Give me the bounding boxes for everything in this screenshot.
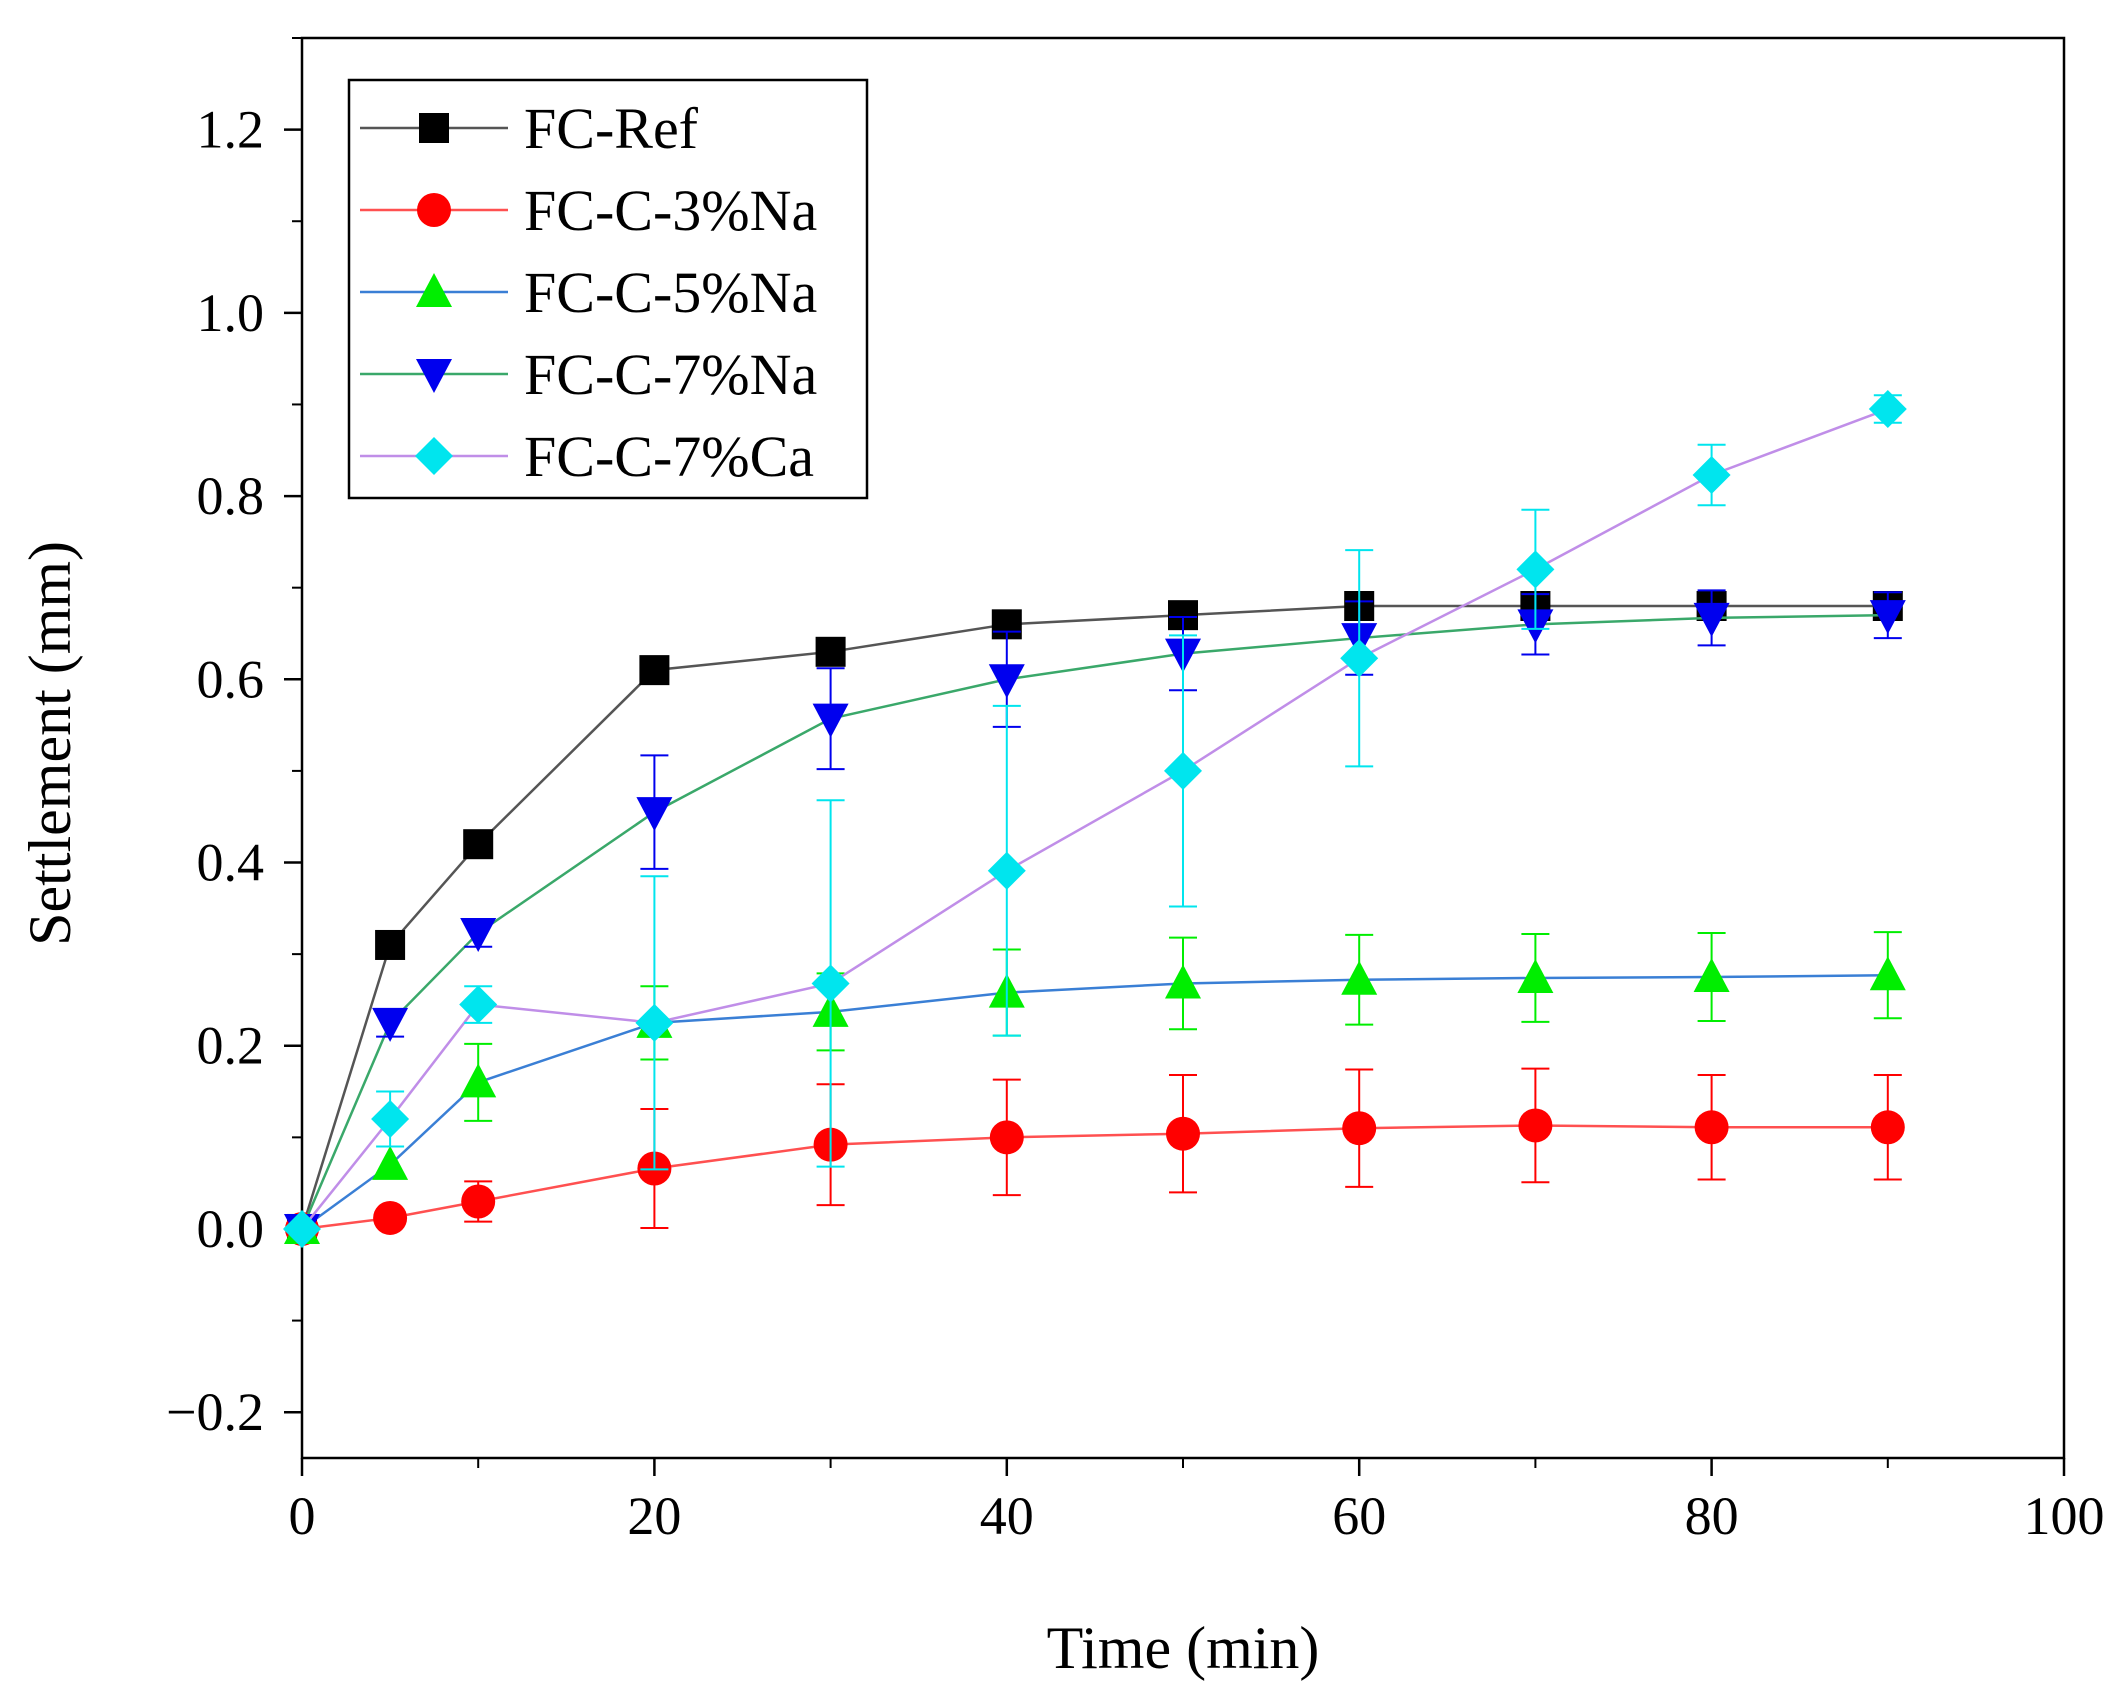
data-point — [283, 1209, 321, 1248]
data-point — [815, 636, 846, 667]
legend-label: FC-C-7%Na — [524, 342, 817, 407]
data-point — [1869, 956, 1906, 991]
data-point — [987, 851, 1026, 890]
x-axis: 0 20 40 60 80 100 — [289, 1458, 2105, 1546]
x-tick-label: 20 — [627, 1486, 681, 1546]
y-tick-label: 1.0 — [197, 283, 265, 343]
data-point — [1870, 1110, 1905, 1145]
data-point — [1516, 550, 1555, 589]
data-point — [811, 964, 850, 1003]
data-point — [635, 1003, 674, 1042]
legend-marker — [417, 193, 451, 227]
x-tick-label: 40 — [980, 1486, 1034, 1546]
series-line — [300, 613, 1888, 1230]
y-tick-label: 0.6 — [197, 649, 265, 709]
data-point — [373, 1200, 408, 1235]
legend-marker — [416, 273, 452, 307]
data-point — [371, 1100, 410, 1139]
legend-label: FC-C-3%Na — [524, 178, 817, 243]
data-point — [1164, 751, 1202, 790]
data-point — [372, 1145, 409, 1180]
y-tick-label: 1.2 — [197, 100, 265, 160]
data-point — [1694, 1110, 1729, 1145]
data-point — [463, 829, 494, 860]
data-point — [1166, 1116, 1200, 1151]
y-tick-label: 0.4 — [197, 833, 265, 893]
data-point — [1517, 958, 1554, 993]
legend-marker — [419, 113, 449, 143]
data-point — [1692, 455, 1731, 494]
y-tick-label: 0.2 — [197, 1016, 265, 1076]
y-tick-label: 0.0 — [197, 1199, 265, 1259]
series-diamond — [283, 390, 1907, 1248]
data-point — [375, 929, 406, 960]
x-tick-label: 0 — [289, 1486, 316, 1546]
series-circle — [285, 1067, 1905, 1246]
y-axis-title: Settlement (mm) — [17, 541, 83, 946]
data-point — [460, 918, 497, 953]
y-axis: −0.2 0.0 0.2 0.4 0.6 0.8 1.0 1.2 — [166, 37, 302, 1442]
data-point — [372, 1007, 409, 1042]
x-axis-title: Time (min) — [1047, 1615, 1320, 1681]
data-point — [639, 655, 670, 686]
y-tick-label: 0.8 — [197, 466, 265, 526]
series-line — [301, 407, 1889, 1230]
data-point — [1518, 1108, 1553, 1143]
data-point — [461, 1184, 496, 1219]
data-point — [1342, 1111, 1377, 1146]
data-point — [636, 797, 673, 832]
series-line — [301, 1124, 1888, 1231]
x-tick-label: 100 — [2024, 1486, 2105, 1546]
data-point — [460, 1063, 497, 1098]
series-layer — [283, 390, 1907, 1248]
legend-marker — [415, 437, 453, 475]
series-triangle-up — [284, 931, 1906, 1244]
data-point — [989, 1120, 1024, 1155]
x-tick-label: 60 — [1332, 1486, 1386, 1546]
data-point — [1693, 958, 1730, 993]
data-point — [1869, 600, 1906, 635]
legend-label: FC-C-5%Na — [524, 260, 817, 325]
legend: FC-Ref FC-C-3%Na FC-C-5%Na FC-C-7%Na FC-C-7%… — [347, 78, 869, 500]
x-tick-label: 80 — [1685, 1486, 1739, 1546]
data-point — [812, 703, 849, 738]
data-point — [1693, 602, 1730, 637]
data-point — [1341, 960, 1378, 995]
series-triangle-down — [284, 589, 1906, 1248]
data-point — [459, 985, 498, 1024]
legend-label: FC-Ref — [524, 96, 699, 161]
series-square — [287, 591, 1903, 1244]
data-point — [1340, 639, 1379, 678]
data-point — [1165, 964, 1201, 999]
legend-marker — [416, 359, 452, 393]
data-point — [1868, 390, 1907, 429]
data-point — [988, 664, 1025, 699]
legend-label: FC-C-7%Ca — [524, 424, 814, 489]
y-tick-label: −0.2 — [166, 1382, 264, 1442]
